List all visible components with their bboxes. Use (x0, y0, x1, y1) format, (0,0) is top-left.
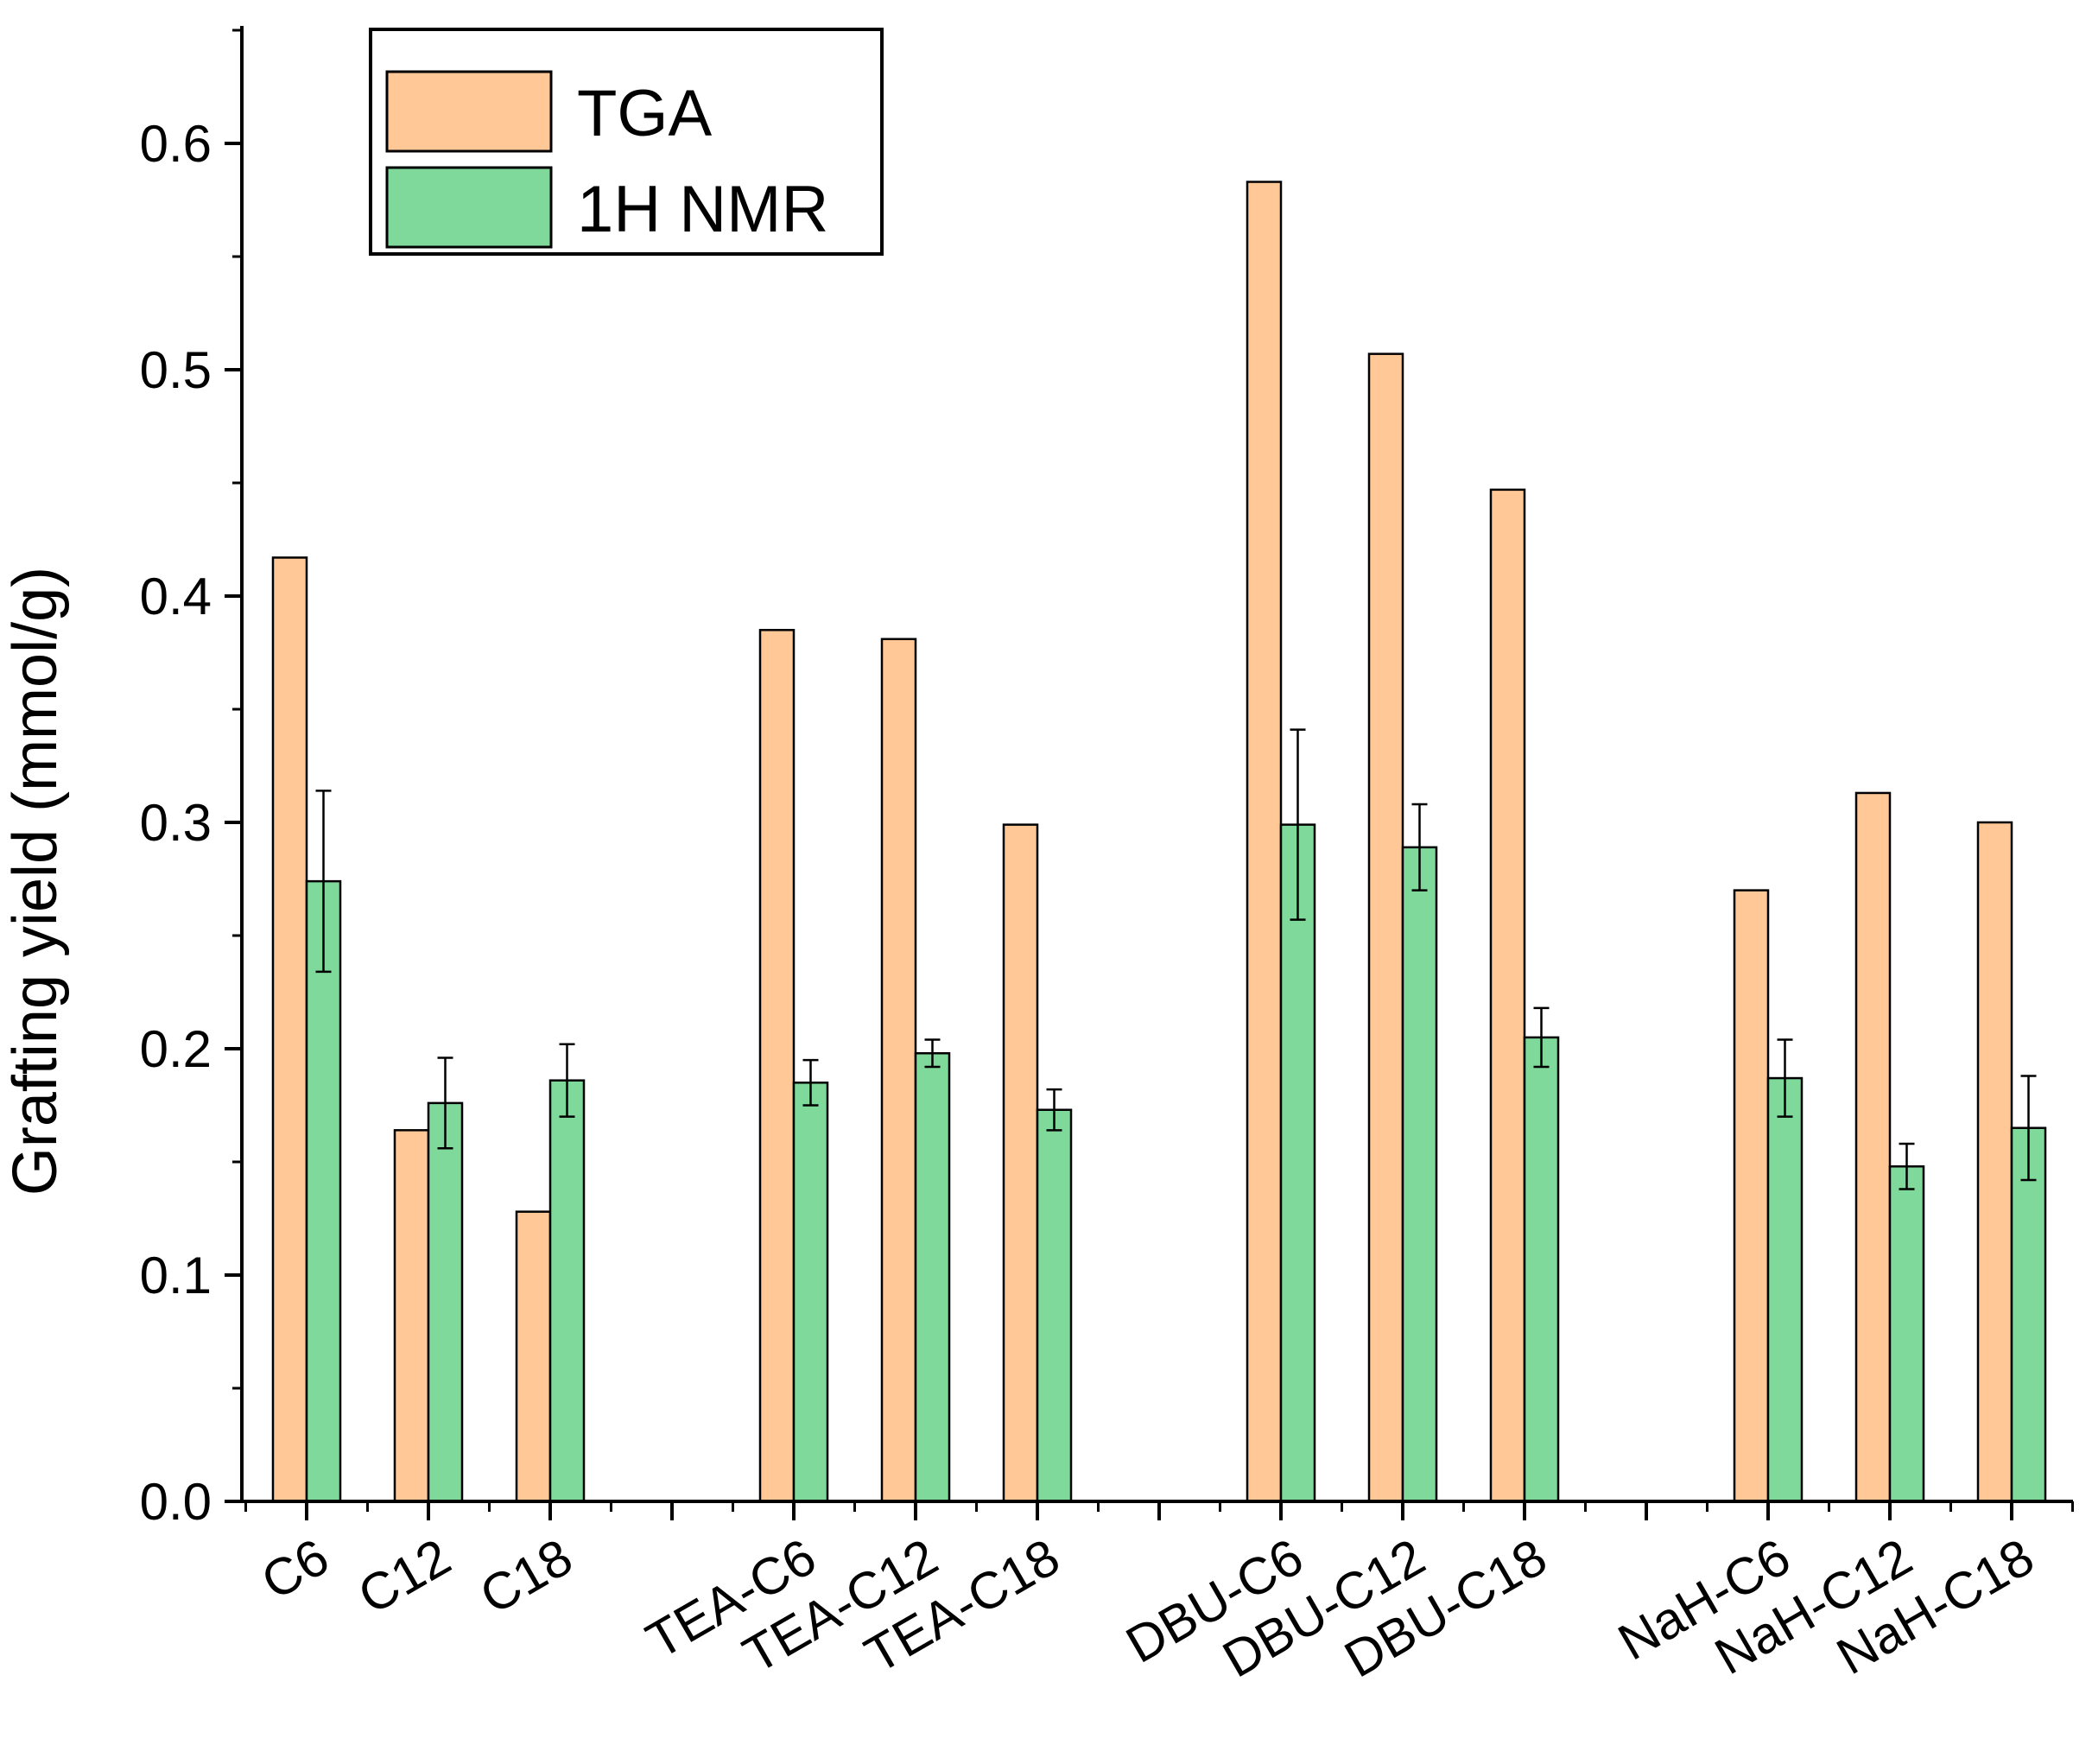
bar-nmr-tea-c18 (1036, 1108, 1073, 1503)
bar-tga-dbu-c18 (1489, 488, 1526, 1503)
bar-nmr-tea-c12 (914, 1051, 951, 1503)
legend-swatch-nmr (385, 166, 553, 249)
y-tick-label: 0.5 (140, 341, 212, 399)
bar-tga-nah-c12 (1854, 791, 1892, 1503)
bar-nmr-tea-c6 (792, 1082, 829, 1503)
bar-tga-c18 (515, 1210, 552, 1503)
y-tick-label: 0.2 (140, 1020, 212, 1078)
x-category-label-c18: C18 (471, 1527, 582, 1625)
legend: TGA 1H NMR (369, 28, 884, 256)
y-axis-title: Grafting yield (mmol/g) (1, 567, 70, 1196)
bar-tga-tea-c18 (1002, 823, 1039, 1503)
bar-tga-nah-c6 (1733, 889, 1770, 1503)
x-category-label-c12: C12 (349, 1527, 460, 1625)
bar-tga-tea-c6 (758, 629, 796, 1503)
bar-tga-tea-c12 (880, 638, 917, 1503)
y-tick-label: 0.6 (140, 115, 212, 173)
bar-tga-dbu-c12 (1367, 352, 1404, 1503)
y-tick-label: 0.3 (140, 794, 212, 852)
bar-nmr-nah-c12 (1888, 1164, 1925, 1503)
bar-nmr-dbu-c12 (1401, 846, 1438, 1503)
bar-nmr-c6 (305, 879, 342, 1503)
bars-layer (271, 181, 2047, 1503)
bar-nmr-nah-c18 (2010, 1126, 2047, 1503)
legend-label-tga: TGA (577, 77, 713, 150)
bar-tga-c6 (271, 556, 308, 1503)
legend-swatch-tga (385, 70, 553, 153)
bar-nmr-dbu-c6 (1279, 823, 1316, 1503)
bar-tga-nah-c18 (1976, 821, 2013, 1503)
bar-nmr-nah-c6 (1766, 1076, 1804, 1503)
legend-label-nmr: 1H NMR (577, 173, 828, 246)
bar-nmr-c18 (548, 1079, 586, 1503)
bar-tga-c12 (393, 1129, 430, 1503)
y-tick-label: 0.4 (140, 568, 212, 625)
x-category-label-c6: C6 (252, 1527, 339, 1610)
bar-nmr-dbu-c18 (1523, 1036, 1560, 1503)
y-tick-label: 0.1 (140, 1247, 212, 1304)
bar-nmr-c12 (427, 1101, 464, 1503)
y-tick-label: 0.0 (140, 1473, 212, 1531)
bar-tga-dbu-c6 (1246, 181, 1283, 1503)
